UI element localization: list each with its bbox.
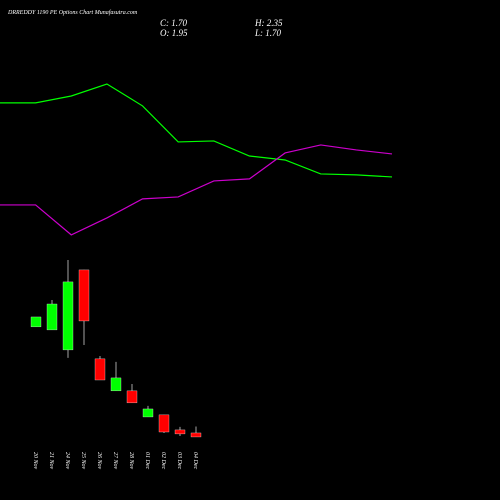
x-tick-label: 02 Dec <box>160 452 166 469</box>
x-tick-label: 24 Nov <box>64 452 71 470</box>
candle-body <box>110 377 122 392</box>
x-tick-label: 01 Dec <box>144 452 150 469</box>
indicator-line <box>0 144 393 236</box>
low-label: L: 1.70 <box>254 28 282 38</box>
high-label: H: 2.35 <box>254 18 283 28</box>
candle-body <box>190 432 202 438</box>
x-tick-label: 04 Dec <box>192 452 199 469</box>
open-label: O: 1.95 <box>160 28 188 38</box>
candle-body <box>30 316 42 328</box>
x-tick-label: 21 Nov <box>48 452 54 470</box>
candle-body <box>126 390 138 404</box>
candle-body <box>142 408 154 418</box>
x-tick-label: 27 Nov <box>112 452 118 470</box>
x-tick-label: 25 Nov <box>80 452 86 470</box>
candle-body <box>158 414 170 433</box>
candle-body <box>94 358 106 381</box>
close-label: C: 1.70 <box>160 18 188 28</box>
x-tick-label: 20 Nov <box>32 452 38 470</box>
candle-body <box>78 269 90 322</box>
x-tick-label: 03 Dec <box>176 452 182 469</box>
candle-body <box>46 303 58 331</box>
chart-title: DRREDDY 1190 PE Options Chart Munafasutr… <box>7 9 138 16</box>
x-tick-label: 26 Nov <box>96 452 102 470</box>
indicator-line <box>0 83 393 178</box>
x-tick-label: 28 Nov <box>128 452 134 470</box>
candle-body <box>62 281 74 351</box>
candle-body <box>174 429 186 435</box>
